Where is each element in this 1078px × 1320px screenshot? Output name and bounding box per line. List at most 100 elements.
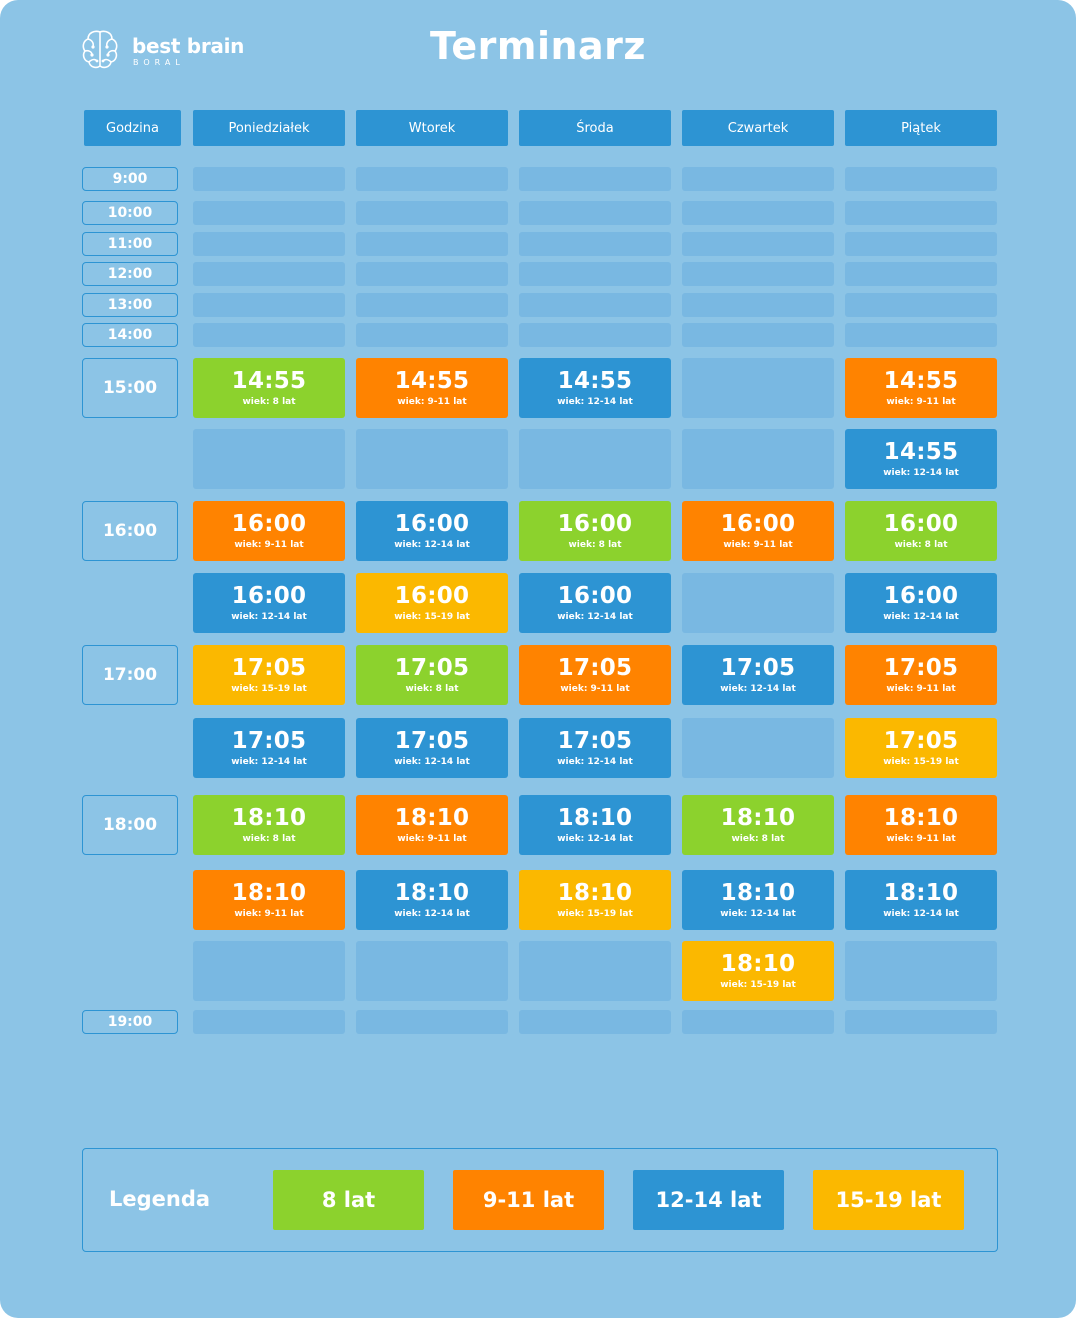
slot-age: wiek: 12-14 lat — [557, 396, 633, 407]
empty-slot — [519, 262, 671, 286]
slot-time: 14:55 — [557, 367, 633, 394]
empty-slot — [519, 941, 671, 1001]
class-slot[interactable]: 18:10 wiek: 9-11 lat — [193, 870, 345, 930]
slot-time: 17:05 — [231, 727, 307, 754]
slot-time: 14:55 — [394, 367, 470, 394]
empty-slot — [682, 201, 834, 225]
slot-age: wiek: 12-14 lat — [883, 467, 959, 478]
slot-time: 14:55 — [231, 367, 307, 394]
empty-slot — [356, 201, 508, 225]
class-slot[interactable]: 16:00 wiek: 12-14 lat — [356, 501, 508, 561]
slot-age: wiek: 8 lat — [242, 396, 296, 407]
slot-age: wiek: 15-19 lat — [557, 908, 633, 919]
slot-age: wiek: 8 lat — [731, 833, 785, 844]
class-slot[interactable]: 16:00 wiek: 8 lat — [845, 501, 997, 561]
hour-label: 17:00 — [82, 645, 178, 705]
hour-label: 10:00 — [82, 201, 178, 225]
empty-slot — [193, 293, 345, 317]
class-slot[interactable]: 17:05 wiek: 12-14 lat — [193, 718, 345, 778]
empty-slot — [845, 941, 997, 1001]
slot-time: 17:05 — [557, 654, 633, 681]
slot-time: 18:10 — [231, 804, 307, 831]
column-header-poniedzialek: Poniedziałek — [193, 110, 345, 146]
slot-age: wiek: 8 lat — [894, 539, 948, 550]
legend-item-8-lat: 8 lat — [273, 1170, 424, 1230]
slot-age: wiek: 12-14 lat — [231, 611, 307, 622]
class-slot[interactable]: 18:10 wiek: 12-14 lat — [845, 870, 997, 930]
empty-slot — [193, 323, 345, 347]
class-slot[interactable]: 18:10 wiek: 12-14 lat — [682, 870, 834, 930]
class-slot[interactable]: 17:05 wiek: 9-11 lat — [519, 645, 671, 705]
hour-label: 12:00 — [82, 262, 178, 286]
class-slot[interactable]: 17:05 wiek: 15-19 lat — [193, 645, 345, 705]
class-slot[interactable]: 17:05 wiek: 8 lat — [356, 645, 508, 705]
slot-age: wiek: 12-14 lat — [557, 756, 633, 767]
class-slot[interactable]: 18:10 wiek: 15-19 lat — [519, 870, 671, 930]
class-slot[interactable]: 16:00 wiek: 12-14 lat — [193, 573, 345, 633]
empty-slot — [519, 323, 671, 347]
legend-title: Legenda — [109, 1187, 211, 1211]
class-slot[interactable]: 14:55 wiek: 9-11 lat — [845, 358, 997, 418]
class-slot[interactable]: 16:00 wiek: 9-11 lat — [193, 501, 345, 561]
slot-time: 17:05 — [557, 727, 633, 754]
class-slot[interactable]: 18:10 wiek: 9-11 lat — [845, 795, 997, 855]
slot-age: wiek: 9-11 lat — [886, 683, 956, 694]
slot-age: wiek: 15-19 lat — [394, 611, 470, 622]
class-slot[interactable]: 17:05 wiek: 15-19 lat — [845, 718, 997, 778]
logo-name: best brain — [132, 34, 245, 58]
slot-age: wiek: 12-14 lat — [720, 908, 796, 919]
slot-time: 17:05 — [720, 654, 796, 681]
hour-label: 14:00 — [82, 323, 178, 347]
slot-age: wiek: 12-14 lat — [394, 908, 470, 919]
empty-slot — [519, 1010, 671, 1034]
slot-age: wiek: 9-11 lat — [723, 539, 793, 550]
slot-age: wiek: 8 lat — [242, 833, 296, 844]
slot-time: 14:55 — [883, 367, 959, 394]
slot-time: 16:00 — [557, 582, 633, 609]
slot-age: wiek: 12-14 lat — [883, 908, 959, 919]
class-slot[interactable]: 16:00 wiek: 15-19 lat — [356, 573, 508, 633]
class-slot[interactable]: 18:10 wiek: 8 lat — [682, 795, 834, 855]
empty-slot — [682, 573, 834, 633]
class-slot[interactable]: 14:55 wiek: 12-14 lat — [845, 429, 997, 489]
class-slot[interactable]: 17:05 wiek: 12-14 lat — [519, 718, 671, 778]
slot-time: 16:00 — [231, 510, 307, 537]
slot-age: wiek: 15-19 lat — [720, 979, 796, 990]
slot-time: 17:05 — [394, 654, 470, 681]
slot-time: 16:00 — [231, 582, 307, 609]
empty-slot — [356, 262, 508, 286]
column-header-czwartek: Czwartek — [682, 110, 834, 146]
class-slot[interactable]: 16:00 wiek: 9-11 lat — [682, 501, 834, 561]
slot-age: wiek: 12-14 lat — [231, 756, 307, 767]
empty-slot — [356, 167, 508, 191]
class-slot[interactable]: 17:05 wiek: 12-14 lat — [356, 718, 508, 778]
empty-slot — [845, 167, 997, 191]
class-slot[interactable]: 14:55 wiek: 8 lat — [193, 358, 345, 418]
empty-slot — [356, 293, 508, 317]
empty-slot — [356, 232, 508, 256]
slot-age: wiek: 12-14 lat — [883, 611, 959, 622]
empty-slot — [519, 429, 671, 489]
logo-subtitle: BORAL — [133, 58, 185, 67]
class-slot[interactable]: 17:05 wiek: 12-14 lat — [682, 645, 834, 705]
slot-age: wiek: 9-11 lat — [397, 833, 467, 844]
slot-age: wiek: 12-14 lat — [557, 833, 633, 844]
class-slot[interactable]: 18:10 wiek: 8 lat — [193, 795, 345, 855]
class-slot[interactable]: 17:05 wiek: 9-11 lat — [845, 645, 997, 705]
class-slot[interactable]: 18:10 wiek: 9-11 lat — [356, 795, 508, 855]
slot-time: 16:00 — [720, 510, 796, 537]
class-slot[interactable]: 16:00 wiek: 8 lat — [519, 501, 671, 561]
class-slot[interactable]: 16:00 wiek: 12-14 lat — [845, 573, 997, 633]
class-slot[interactable]: 18:10 wiek: 12-14 lat — [356, 870, 508, 930]
class-slot[interactable]: 18:10 wiek: 15-19 lat — [682, 941, 834, 1001]
class-slot[interactable]: 14:55 wiek: 9-11 lat — [356, 358, 508, 418]
slot-age: wiek: 9-11 lat — [560, 683, 630, 694]
empty-slot — [356, 323, 508, 347]
class-slot[interactable]: 18:10 wiek: 12-14 lat — [519, 795, 671, 855]
slot-time: 18:10 — [883, 804, 959, 831]
hour-label: 9:00 — [82, 167, 178, 191]
empty-slot — [356, 429, 508, 489]
class-slot[interactable]: 14:55 wiek: 12-14 lat — [519, 358, 671, 418]
class-slot[interactable]: 16:00 wiek: 12-14 lat — [519, 573, 671, 633]
slot-time: 16:00 — [394, 510, 470, 537]
